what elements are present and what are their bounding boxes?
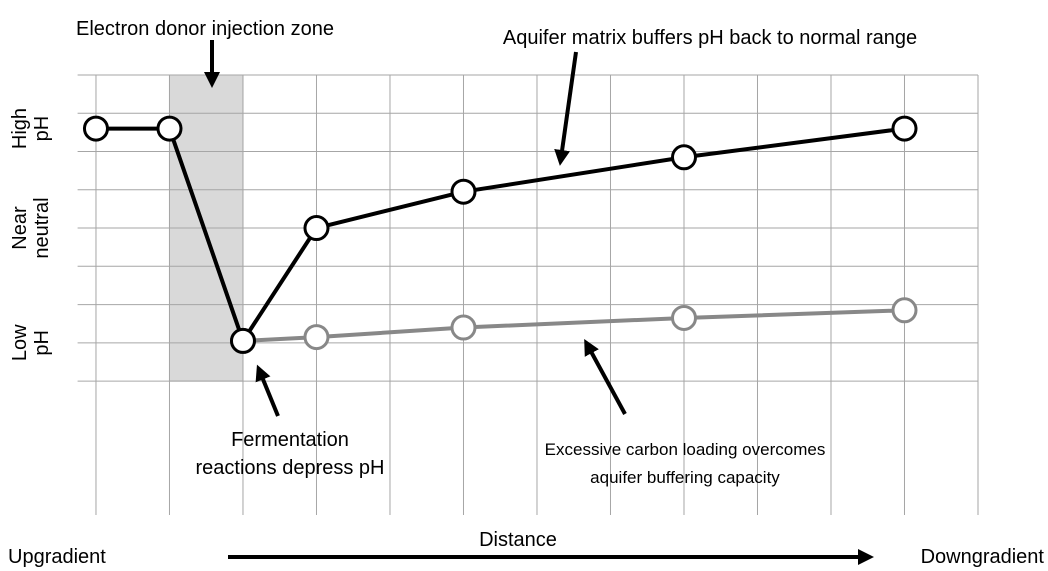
y-tick-label: LowpH — [9, 324, 53, 361]
point — [670, 144, 697, 171]
point — [303, 324, 330, 351]
point — [156, 115, 183, 142]
arrow — [255, 364, 280, 417]
point — [82, 115, 109, 142]
annotation: Electron donor injection zone — [76, 18, 334, 40]
annotation: Aquifer matrix buffers pH back to normal… — [503, 27, 917, 49]
grid — [77, 74, 979, 515]
series-line — [242, 308, 905, 343]
y-tick-label: Nearneutral — [9, 197, 53, 258]
point — [450, 178, 477, 205]
annotation: reactions depress pH — [196, 457, 385, 479]
point — [229, 327, 256, 354]
point — [670, 304, 697, 331]
arrow — [584, 338, 627, 415]
point — [891, 115, 918, 142]
x-start-label: Upgradient — [8, 546, 106, 568]
annotation: Excessive carbon loading overcomes — [545, 440, 826, 459]
lines — [82, 115, 918, 354]
y-tick-label: HighpH — [9, 108, 53, 149]
point — [303, 215, 330, 242]
annotation: aquifer buffering capacity — [590, 468, 780, 487]
x-end-label: Downgradient — [921, 546, 1045, 568]
x-axis-label: Distance — [479, 529, 557, 551]
point — [450, 314, 477, 341]
arrow — [554, 51, 578, 166]
annotation: Fermentation — [231, 429, 349, 451]
point — [891, 297, 918, 324]
